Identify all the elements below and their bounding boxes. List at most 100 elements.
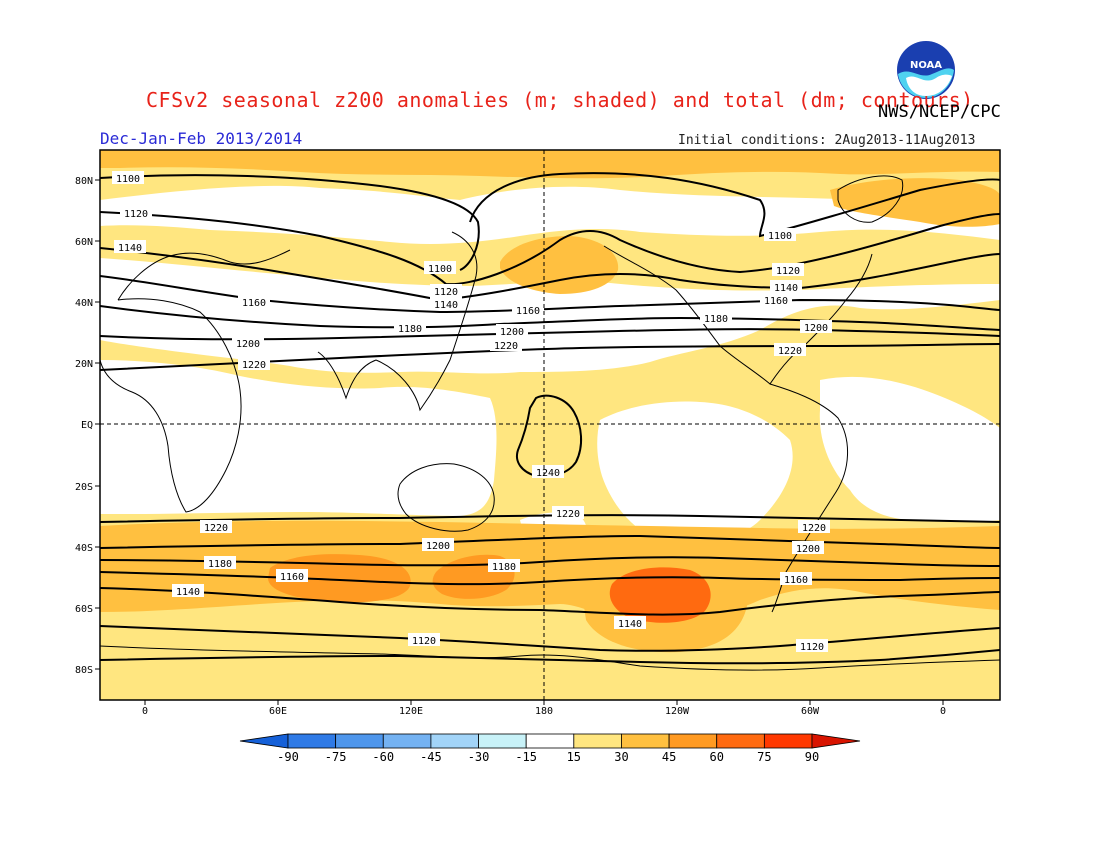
contour-label: 1180 xyxy=(398,324,422,335)
shade-45-60-southindian xyxy=(268,554,411,603)
contour-1200-south xyxy=(100,534,1000,549)
lat-label: 80N xyxy=(75,176,93,187)
map-title: CFSv2 seasonal z200 anomalies (m; shaded… xyxy=(146,88,974,112)
agency-label: NWS/NCEP/CPC xyxy=(878,102,1001,122)
shade-30-45-northpacific xyxy=(500,236,619,294)
season-label: Dec-Jan-Feb 2013/2014 xyxy=(100,129,303,148)
colorbar-label: 15 xyxy=(567,750,581,764)
contour-1100-north xyxy=(100,172,1000,271)
contour-1140-north xyxy=(100,247,1000,302)
map-frame xyxy=(99,149,1001,701)
contour-1100-south xyxy=(100,649,1000,665)
colorbar-box xyxy=(716,733,765,749)
colorbar-box xyxy=(382,733,432,749)
lat-label: 40N xyxy=(75,298,93,309)
colorbar-box xyxy=(573,733,622,749)
colorbar-label: -45 xyxy=(420,750,442,764)
contour-label: 1120 xyxy=(412,636,436,647)
initial-conditions-label: Initial conditions: 2Aug2013-11Aug2013 xyxy=(678,133,976,148)
contour-label: 1220 xyxy=(778,346,802,357)
contour-label-group: 1100 1120 1140 1160 1180 1200 1220 1100 … xyxy=(112,171,832,653)
contour-label: 1220 xyxy=(802,523,826,534)
lat-label: 20S xyxy=(75,482,93,493)
coast-europe xyxy=(117,249,291,301)
contour-label: 1200 xyxy=(236,339,260,350)
contour-label: 1100 xyxy=(116,174,140,185)
colorbar-label: 45 xyxy=(662,750,676,764)
shade-white-midlat-band xyxy=(100,258,1000,374)
lon-label: 60E xyxy=(269,706,287,717)
contour-label: 1180 xyxy=(208,559,232,570)
colorbar-box xyxy=(621,733,670,749)
contour-label: 1220 xyxy=(242,360,266,371)
contour-label: 1100 xyxy=(768,231,792,242)
contour-label: 1140 xyxy=(618,619,642,630)
lat-label: 80S xyxy=(75,665,93,676)
contour-label: 1120 xyxy=(776,266,800,277)
anomaly-shading xyxy=(100,150,1000,700)
contour-1180-north xyxy=(100,305,1000,331)
colorbar-label: -90 xyxy=(277,750,299,764)
contour-label: 1200 xyxy=(796,544,820,555)
colorbar-arrow-high xyxy=(811,733,861,749)
contour-1220-south xyxy=(100,514,1000,523)
contour-label: 1160 xyxy=(280,572,304,583)
coast-india xyxy=(317,351,377,400)
colorbar-box xyxy=(430,733,479,749)
coast-australia xyxy=(397,463,495,532)
contour-label: 1120 xyxy=(124,209,148,220)
contour-label: 1140 xyxy=(434,300,458,311)
contour-label: 1180 xyxy=(704,314,728,325)
contour-label: 1220 xyxy=(204,523,228,534)
shade-60-75-southpacific xyxy=(609,567,711,623)
contour-label: 1160 xyxy=(516,306,540,317)
contour-1140-south xyxy=(100,587,1000,616)
colorbar-box xyxy=(335,733,384,749)
colorbar-label: -30 xyxy=(468,750,490,764)
colorbar-label: 75 xyxy=(757,750,771,764)
lon-label: 120E xyxy=(399,706,423,717)
contour-label: 1200 xyxy=(500,327,524,338)
logo-text: NOAA xyxy=(910,60,942,71)
contour-label: 1160 xyxy=(242,298,266,309)
contour-label: 1140 xyxy=(176,587,200,598)
colorbar-label: 30 xyxy=(614,750,628,764)
shade-white-atlantic xyxy=(819,376,1000,522)
colorbar-label: 60 xyxy=(710,750,724,764)
contour-label: 1200 xyxy=(426,541,450,552)
contour-label: 1120 xyxy=(434,287,458,298)
colorbar-label: -75 xyxy=(325,750,347,764)
contour-label: 1160 xyxy=(784,575,808,586)
coast-antarctica xyxy=(100,645,1000,671)
lat-label: 20N xyxy=(75,359,93,370)
shade-30-45-northwest xyxy=(100,150,1000,179)
contour-label: 1140 xyxy=(774,283,798,294)
lon-label: 120W xyxy=(665,706,690,717)
colorbar-label: -15 xyxy=(515,750,537,764)
contour-1120-north xyxy=(100,211,1000,286)
colorbar-box xyxy=(287,733,337,749)
lat-label: EQ xyxy=(81,420,93,431)
contour-label: 1220 xyxy=(494,341,518,352)
contour-label: 1160 xyxy=(764,296,788,307)
lat-label: 60S xyxy=(75,604,93,615)
lat-axis: 80N 60N 40N 20N EQ 20S 40S 60S 80S xyxy=(75,176,100,676)
height-contours xyxy=(100,172,1000,665)
colorbar: -90 -75 -60 -45 -30 -15 15 30 45 60 75 90 xyxy=(239,733,861,764)
colorbar-box xyxy=(478,733,527,749)
lon-axis: 0 60E 120E 180 120W 60W 0 xyxy=(142,700,946,717)
lat-label: 40S xyxy=(75,543,93,554)
colorbar-label: -60 xyxy=(372,750,394,764)
lat-label: 60N xyxy=(75,237,93,248)
shade-white-east-pacific xyxy=(597,401,793,544)
contour-label: 1220 xyxy=(556,509,580,520)
coast-greenland xyxy=(837,175,904,223)
colorbar-box xyxy=(763,733,813,749)
contour-label: 1180 xyxy=(492,562,516,573)
contour-label: 1120 xyxy=(800,642,824,653)
colorbar-box xyxy=(525,733,575,749)
shade-white-tropics xyxy=(100,360,497,516)
colorbar-box xyxy=(668,733,718,749)
contour-label: 1200 xyxy=(804,323,828,334)
contour-label: 1100 xyxy=(428,264,452,275)
